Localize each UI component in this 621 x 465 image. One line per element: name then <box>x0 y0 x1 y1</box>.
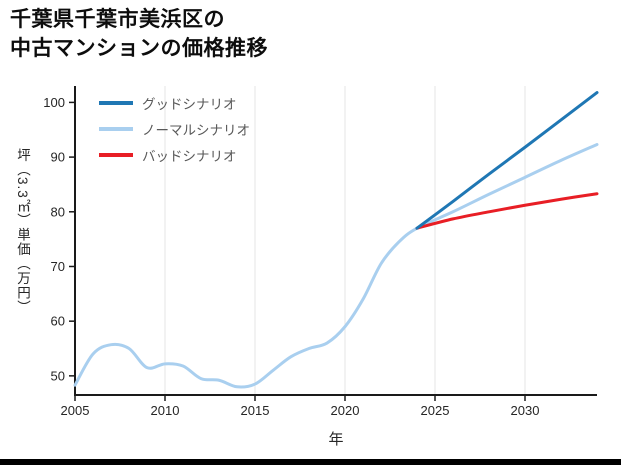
chart-title: 千葉県千葉市美浜区の 中古マンションの価格推移 <box>10 6 268 64</box>
footer-bar <box>0 459 621 465</box>
x-tick-label: 2030 <box>511 403 540 418</box>
y-tick-label: 80 <box>51 204 65 219</box>
chart-title-line1: 千葉県千葉市美浜区の <box>10 8 225 31</box>
series-line-bad <box>415 192 599 230</box>
y-tick-label: 100 <box>43 95 65 110</box>
legend-item: ノーマルシナリオ <box>99 116 250 142</box>
legend-label: バッドシナリオ <box>142 149 237 164</box>
series-line-good <box>415 91 599 230</box>
y-tick-label: 90 <box>51 150 65 165</box>
x-tick-label: 2010 <box>151 403 180 418</box>
x-tick-label: 2005 <box>61 403 90 418</box>
legend-label: ノーマルシナリオ <box>142 123 250 138</box>
legend-swatch <box>99 153 133 157</box>
x-tick-label: 2025 <box>421 403 450 418</box>
y-tick-label: 60 <box>51 314 65 329</box>
y-tick-label: 50 <box>51 368 65 383</box>
legend-label: グッドシナリオ <box>142 97 237 112</box>
x-axis-label: 年 <box>328 431 344 448</box>
chart-legend: グッドシナリオ ノーマルシナリオ バッドシナリオ <box>99 90 250 168</box>
y-tick-label: 70 <box>51 259 65 274</box>
legend-item: バッドシナリオ <box>99 142 250 168</box>
y-axis-label: 坪（3.3㎡）単価（万円） <box>15 148 30 315</box>
legend-swatch <box>99 101 133 105</box>
x-tick-label: 2020 <box>331 403 360 418</box>
x-tick-label: 2015 <box>241 403 270 418</box>
chart-title-line2: 中古マンションの価格推移 <box>10 36 268 60</box>
legend-item: グッドシナリオ <box>99 90 250 116</box>
legend-swatch <box>99 127 133 131</box>
series-line-normal <box>73 143 599 389</box>
